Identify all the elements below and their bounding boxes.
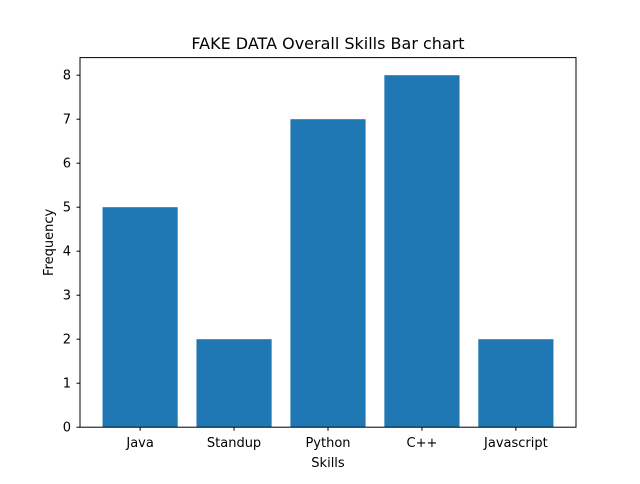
y-tick-label: 8: [63, 69, 71, 84]
bar-standup: [196, 339, 272, 428]
bar-javascript: [478, 339, 554, 428]
x-tick-label: Javascript: [483, 436, 548, 451]
y-tick-label: 5: [63, 201, 71, 216]
chart-title: FAKE DATA Overall Skills Bar chart: [191, 34, 464, 53]
x-tick-label: Java: [125, 436, 153, 451]
y-tick-label: 0: [63, 421, 71, 436]
y-axis-label: Frequency: [42, 209, 57, 276]
y-tick-label: 1: [63, 377, 71, 392]
y-tick-label: 7: [63, 113, 71, 128]
y-tick-label: 6: [63, 157, 71, 172]
x-tick-label: C++: [407, 436, 438, 451]
y-tick-label: 3: [63, 289, 71, 304]
y-axis: 0 1 2 3 4 5 6 7 8: [63, 69, 80, 436]
bar-java: [102, 207, 178, 428]
x-axis: Java Standup Python C++ Javascript: [125, 427, 548, 451]
x-tick-label: Python: [305, 436, 350, 451]
x-axis-label: Skills: [311, 456, 345, 471]
y-tick-label: 4: [63, 245, 71, 260]
bars-group: [102, 75, 554, 428]
bar-python: [290, 119, 366, 428]
y-tick-label: 2: [63, 333, 71, 348]
plot-frame: [79, 57, 577, 428]
x-tick-label: Standup: [207, 436, 261, 451]
bar-c-: [384, 75, 460, 428]
